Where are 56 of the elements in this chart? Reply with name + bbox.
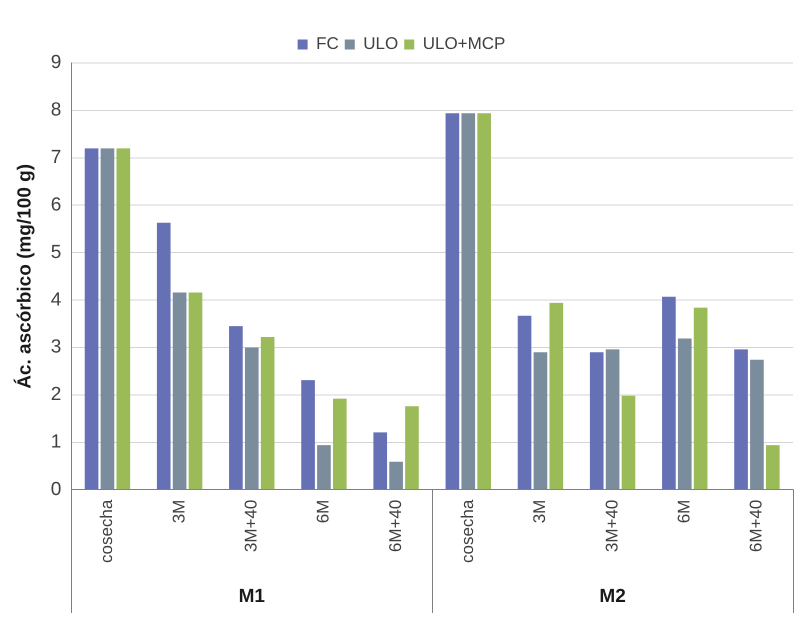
bar [389,462,403,490]
y-tick-label: 5 [50,242,62,263]
y-tick-label: 1 [50,432,62,453]
x-tick-label: cosecha [458,499,477,564]
x-tick-label: 3M [530,500,550,524]
bar [662,296,676,490]
y-tick-label: 2 [50,384,62,406]
y-axis-title: Ác. ascórbico (mg/100 g) [14,164,36,389]
bar [590,352,604,490]
bar [518,316,532,490]
bar [477,113,491,490]
bar [332,398,347,490]
x-tick-label: 3M [169,500,188,524]
x-tick-label: 6M [314,500,333,524]
x-tick-label: 6M+40 [386,500,405,552]
bar [260,337,274,490]
y-tick-label: 4 [50,289,62,310]
bar [549,302,564,490]
bar [84,148,98,490]
x-tick-label: 3M+40 [602,500,622,552]
x-tick-label: 3M+40 [241,500,260,552]
bar [606,349,620,490]
bar [461,113,476,490]
y-tick-label: 0 [50,478,62,500]
bar [100,148,114,490]
bar [188,292,202,490]
bar [373,432,388,490]
x-tick-label: 6M [674,500,694,524]
y-tick-label: 3 [50,336,62,358]
bar [750,360,764,490]
bar [405,406,419,490]
bar [301,380,315,490]
x-tick-label: 6M+40 [746,500,766,552]
bar [317,445,331,490]
bar [678,338,692,490]
bar [116,148,130,490]
text: M1 [238,586,266,608]
y-tick-label: 8 [50,100,62,121]
bar [229,326,243,490]
y-tick-label: 7 [50,147,62,168]
bar [766,445,780,490]
x-tick-label: cosecha [97,499,116,564]
bar [156,222,171,490]
legend-label: FC [316,34,339,54]
y-tick-label: 9 [50,52,62,74]
legend-label: ULO [363,34,398,54]
legend-label: ULO+MCP [422,34,506,54]
bar [534,352,548,490]
bar [694,308,708,490]
bar [734,349,748,490]
text: M2 [599,586,626,608]
y-tick-label: 6 [50,194,62,216]
bar [172,292,186,490]
bar [446,113,460,490]
bar [622,396,636,490]
bar [244,347,259,490]
